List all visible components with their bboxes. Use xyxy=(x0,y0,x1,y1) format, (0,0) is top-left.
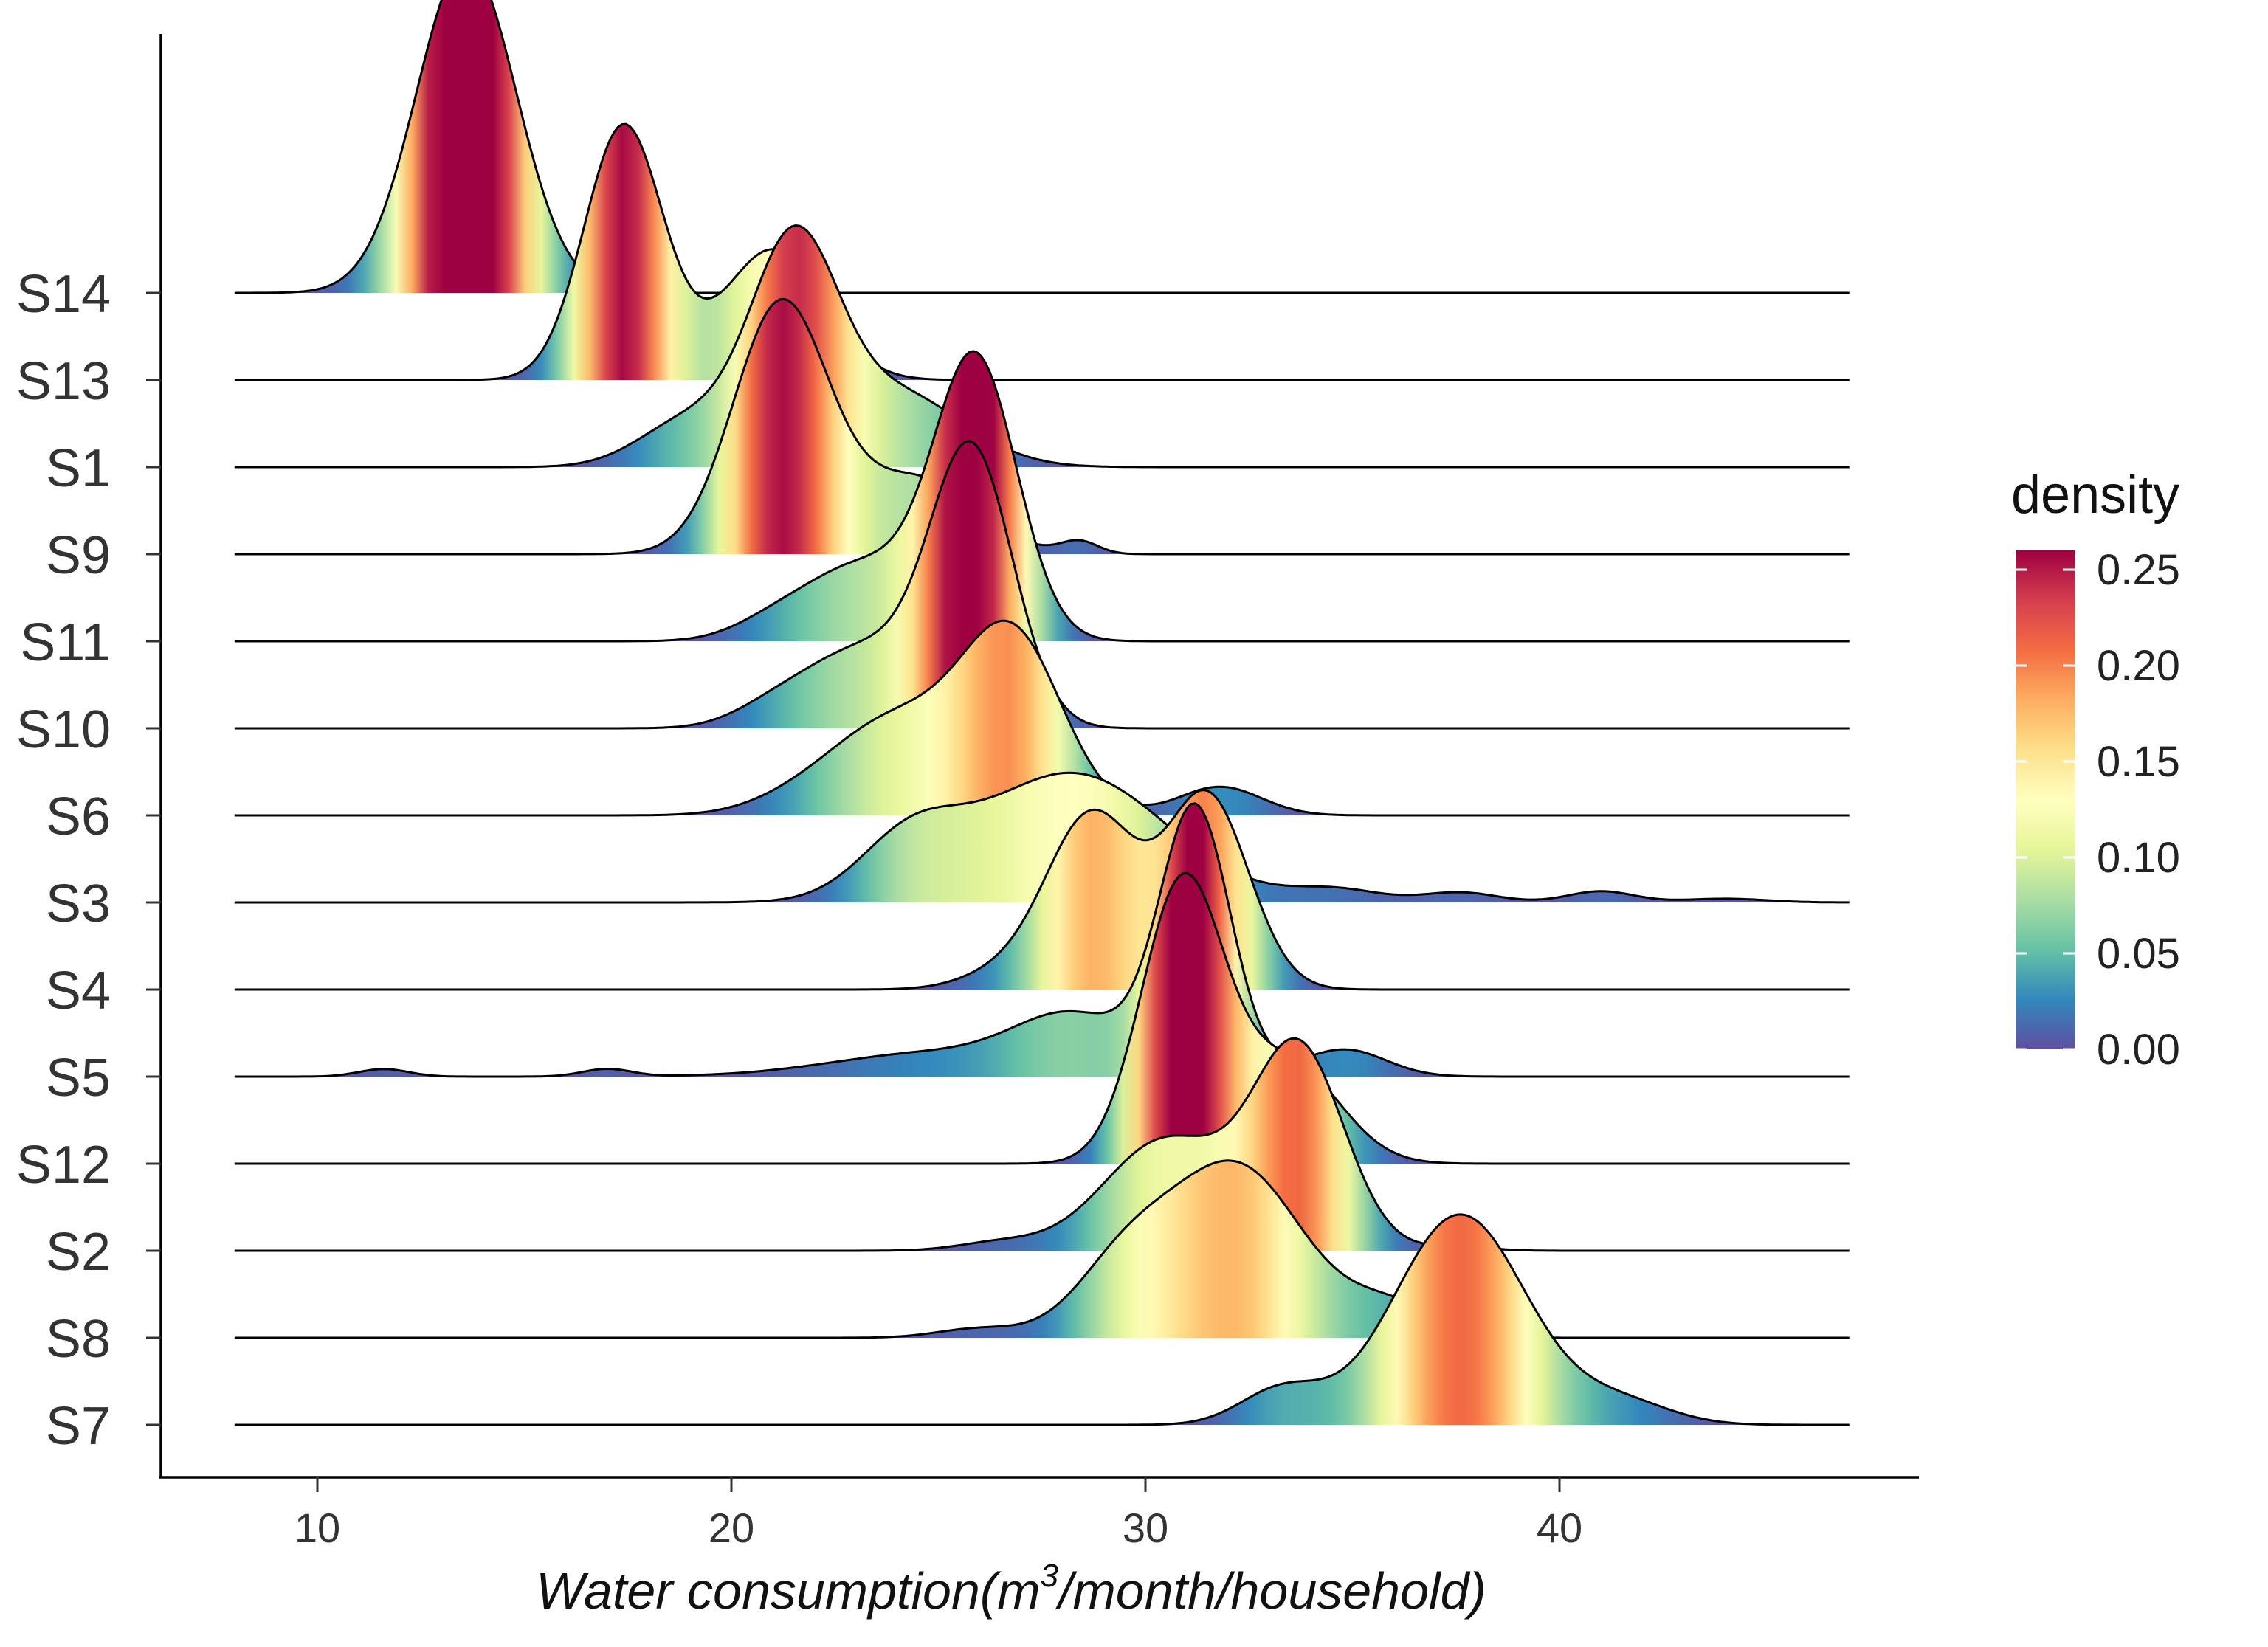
y-tick-label-s8: S8 xyxy=(46,1310,111,1369)
ridge-fill-s9 xyxy=(234,299,1850,554)
y-tick-label-s11: S11 xyxy=(20,613,111,672)
ridge-s12 xyxy=(234,871,1850,1165)
ridge-outline-s13 xyxy=(234,122,1850,381)
y-tick-label-s6: S6 xyxy=(46,787,111,846)
legend-tick-label: 0.25 xyxy=(2097,546,2180,594)
ridge-outline-s9 xyxy=(234,297,1850,556)
y-tick-label-s2: S2 xyxy=(46,1223,111,1282)
y-tick-label-s5: S5 xyxy=(46,1049,111,1108)
ridge-fill-s14 xyxy=(234,0,1850,293)
x-tick-label-10: 10 xyxy=(294,1505,340,1551)
ridges-layer xyxy=(234,0,1850,1426)
y-tick-label-s12: S12 xyxy=(16,1136,111,1195)
ridge-s7 xyxy=(234,1213,1850,1426)
ridge-s11 xyxy=(234,350,1850,643)
legend-title: density xyxy=(2011,466,2179,525)
ridge-s14 xyxy=(234,0,1850,294)
y-tick-label-s9: S9 xyxy=(46,526,111,585)
y-tick-label-s14: S14 xyxy=(16,265,111,324)
ridge-outline-s11 xyxy=(234,350,1850,643)
ridge-s6 xyxy=(234,619,1850,817)
y-tick-label-s10: S10 xyxy=(16,700,111,759)
ridge-fill-s4 xyxy=(234,790,1850,990)
legend-tick-label: 0.05 xyxy=(2097,930,2180,978)
ridge-s5 xyxy=(234,802,1850,1078)
axes-layer xyxy=(159,34,1919,1479)
y-tick-label-s7: S7 xyxy=(46,1397,111,1456)
ridge-s8 xyxy=(234,1159,1850,1339)
legend-tick-label: 0.20 xyxy=(2097,642,2180,690)
ridge-s13 xyxy=(234,122,1850,381)
y-tick-label-s3: S3 xyxy=(46,874,111,933)
ridge-outline-s4 xyxy=(234,788,1850,991)
ridge-fill-s6 xyxy=(234,621,1850,815)
x-tick-labels: 10 20 30 40 xyxy=(294,1477,1582,1551)
ridge-fill-s3 xyxy=(234,773,1850,902)
x-axis-title: Water consumption(m3/month/household) xyxy=(536,1558,1486,1620)
ridge-outline-s7 xyxy=(234,1213,1850,1426)
legend-colorbar xyxy=(2016,550,2075,1049)
x-tick-label-20: 20 xyxy=(709,1505,754,1551)
y-tick-label-s1: S1 xyxy=(46,439,111,498)
ridge-outline-s12 xyxy=(234,871,1850,1165)
legend-tick-label: 0.15 xyxy=(2097,738,2180,786)
ridge-fill-s7 xyxy=(234,1214,1850,1425)
ridge-s2 xyxy=(234,1037,1850,1252)
ridge-s3 xyxy=(234,771,1850,904)
ridge-outline-s2 xyxy=(234,1037,1850,1252)
legend-tick-label: 0.00 xyxy=(2097,1026,2180,1074)
ridge-outline-s3 xyxy=(234,771,1850,904)
ridge-s4 xyxy=(234,788,1850,991)
ridge-s1 xyxy=(234,224,1850,469)
x-tick-label-30: 30 xyxy=(1123,1505,1168,1551)
ridge-s9 xyxy=(234,297,1850,556)
ridge-outline-s6 xyxy=(234,619,1850,817)
ridge-outline-s14 xyxy=(234,0,1850,294)
legend-tick-label: 0.10 xyxy=(2097,834,2180,882)
ridge-fill-s13 xyxy=(234,124,1850,381)
ridge-fill-s11 xyxy=(234,351,1850,641)
density-legend: density 0.00 0.05 0.10 0.15 0.20 0.25 xyxy=(2011,466,2180,1074)
ridge-outline-s8 xyxy=(234,1159,1850,1339)
ridge-fill-s5 xyxy=(234,803,1850,1077)
y-tick-labels: S14 S13 S1 S9 S11 S10 S6 S3 S4 S5 S12 S2 S8 S7 xyxy=(16,265,161,1456)
ridge-outline-s1 xyxy=(234,224,1850,469)
x-tick-label-40: 40 xyxy=(1537,1505,1582,1551)
y-tick-label-s4: S4 xyxy=(46,961,111,1021)
y-tick-label-s13: S13 xyxy=(16,352,111,411)
ridge-outline-s5 xyxy=(234,802,1850,1078)
